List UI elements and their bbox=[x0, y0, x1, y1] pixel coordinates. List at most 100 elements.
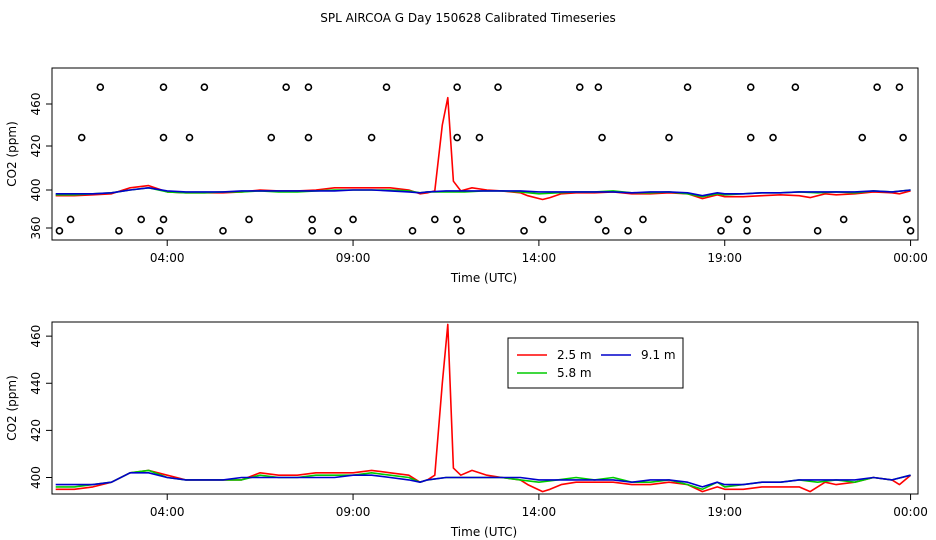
flag-point bbox=[873, 83, 881, 91]
flag-point bbox=[724, 215, 733, 224]
x-tick-label: 09:00 bbox=[336, 505, 371, 519]
flag-point bbox=[575, 83, 584, 91]
flag-point bbox=[520, 227, 528, 235]
flag-point bbox=[453, 83, 461, 91]
x-tick-label: 14:00 bbox=[522, 505, 557, 519]
flag-point bbox=[55, 227, 64, 235]
top-x-axis: 04:00 09:00 14:00 19:00 00:00 bbox=[150, 240, 928, 265]
legend-label-9-1m: 9.1 m bbox=[641, 348, 676, 362]
flag-point bbox=[813, 227, 822, 235]
flag-point bbox=[743, 215, 751, 224]
x-tick-label: 00:00 bbox=[893, 251, 928, 265]
y-tick-label: 360 bbox=[29, 217, 43, 240]
flag-point bbox=[594, 83, 603, 91]
flag-point bbox=[159, 215, 168, 224]
flag-point bbox=[683, 83, 692, 91]
flag-point bbox=[601, 227, 610, 235]
flag-point bbox=[349, 215, 357, 224]
flag-point bbox=[906, 227, 915, 235]
x-tick-label: 00:00 bbox=[893, 505, 928, 519]
legend-label-5-8m: 5.8 m bbox=[557, 366, 592, 380]
x-tick-label: 09:00 bbox=[336, 251, 371, 265]
flag-point bbox=[382, 83, 391, 91]
y-tick-label: 440 bbox=[29, 372, 43, 395]
flag-point bbox=[282, 83, 290, 91]
bottom-panel: 04:00 09:00 14:00 19:00 00:00 400 420 440 460 T… bbox=[5, 321, 928, 539]
flag-point bbox=[159, 83, 168, 91]
legend-label-2-5m: 2.5 m bbox=[557, 348, 592, 362]
bottom-x-axis: 04:00 09:00 14:00 19:00 00:00 bbox=[150, 494, 928, 519]
flag-point bbox=[137, 215, 146, 224]
bottom-y-axis-label: CO2 (ppm) bbox=[5, 375, 19, 441]
flag-point bbox=[77, 133, 86, 142]
top-x-axis-label: Time (UTC) bbox=[450, 271, 517, 285]
flag-point bbox=[304, 83, 313, 91]
flag-point bbox=[475, 133, 484, 142]
flag-point bbox=[624, 227, 632, 235]
flag-point bbox=[367, 133, 376, 142]
flag-point bbox=[594, 215, 603, 224]
series-line-0 bbox=[55, 323, 912, 493]
x-tick-label: 19:00 bbox=[707, 251, 742, 265]
flag-point bbox=[219, 227, 227, 235]
series-line-2 bbox=[55, 472, 911, 488]
flag-point bbox=[746, 83, 755, 91]
top-y-axis-label: CO2 (ppm) bbox=[5, 121, 19, 187]
x-tick-label: 19:00 bbox=[707, 505, 742, 519]
bottom-x-axis-label: Time (UTC) bbox=[450, 525, 517, 539]
y-tick-label: 400 bbox=[29, 466, 43, 489]
top-panel: 04:00 09:00 14:00 19:00 00:00 360 400 420 460 T… bbox=[5, 67, 928, 285]
bottom-series-group bbox=[55, 323, 912, 493]
flag-point bbox=[494, 83, 502, 91]
flag-point bbox=[453, 133, 461, 142]
flag-point bbox=[308, 215, 316, 224]
top-series-group bbox=[55, 96, 911, 201]
flag-point bbox=[159, 133, 168, 142]
x-tick-label: 14:00 bbox=[522, 251, 557, 265]
flag-point bbox=[267, 133, 276, 142]
y-tick-label: 460 bbox=[29, 93, 43, 116]
flag-point bbox=[903, 215, 911, 224]
flag-point bbox=[899, 133, 907, 142]
flag-point bbox=[431, 215, 439, 224]
series-line-2 bbox=[55, 187, 911, 197]
y-tick-label: 400 bbox=[29, 179, 43, 202]
legend-box bbox=[507, 337, 684, 389]
flag-point bbox=[839, 215, 848, 224]
flag-point bbox=[185, 133, 194, 142]
flag-point bbox=[245, 215, 253, 224]
flag-point bbox=[408, 227, 417, 235]
y-tick-label: 460 bbox=[29, 325, 43, 348]
y-tick-label: 420 bbox=[29, 419, 43, 442]
top-y-axis: 360 400 420 460 bbox=[29, 93, 52, 240]
flag-point bbox=[538, 215, 547, 224]
top-plot-frame bbox=[51, 67, 919, 241]
flag-point bbox=[200, 83, 209, 91]
flag-point bbox=[598, 133, 606, 142]
flag-point bbox=[746, 133, 755, 142]
flag-point bbox=[155, 227, 164, 235]
top-flag-points bbox=[55, 83, 915, 235]
x-tick-label: 04:00 bbox=[150, 505, 185, 519]
bottom-y-axis: 400 420 440 460 bbox=[29, 325, 52, 489]
flag-point bbox=[66, 215, 75, 224]
flag-point bbox=[895, 83, 904, 91]
legend: 2.5 m 5.8 m 9.1 m bbox=[507, 337, 684, 389]
series-line-0 bbox=[55, 96, 911, 201]
x-tick-label: 04:00 bbox=[150, 251, 185, 265]
flag-point bbox=[96, 83, 105, 91]
flag-point bbox=[665, 133, 673, 142]
flag-point bbox=[639, 215, 647, 224]
flag-point bbox=[791, 83, 800, 91]
flag-point bbox=[769, 133, 777, 142]
flag-point bbox=[308, 227, 316, 235]
chart-title: SPL AIRCOA G Day 150628 Calibrated Times… bbox=[320, 11, 615, 25]
flag-point bbox=[858, 133, 867, 142]
flag-point bbox=[743, 227, 751, 235]
flag-point bbox=[457, 227, 465, 235]
flag-point bbox=[334, 227, 342, 235]
flag-point bbox=[717, 227, 725, 235]
flag-point bbox=[304, 133, 313, 142]
bottom-plot-frame bbox=[51, 321, 919, 495]
